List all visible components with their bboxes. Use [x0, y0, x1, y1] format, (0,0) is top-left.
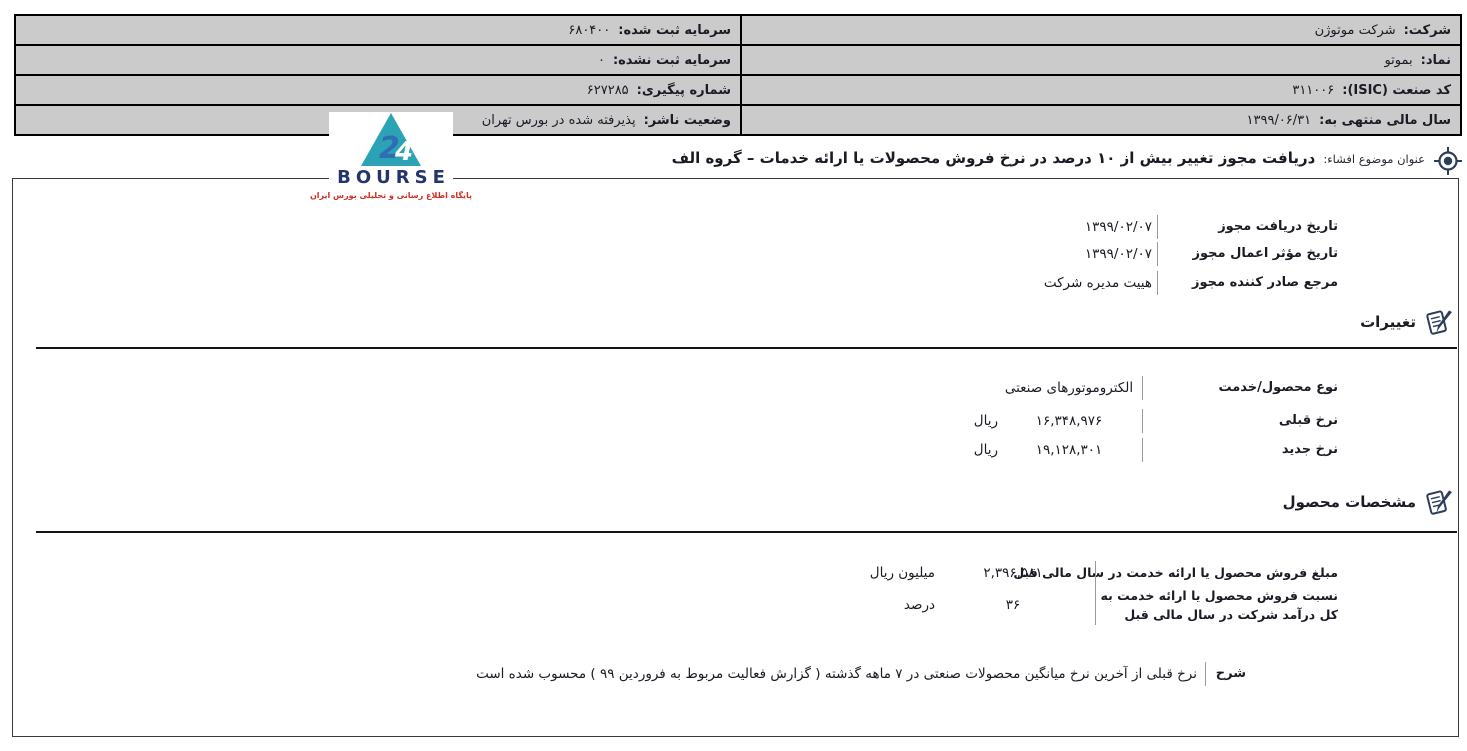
field-label: مرجع صادر کننده مجوز [1192, 274, 1338, 290]
permit-issuer-row: مرجع صادر کننده مجوز هییت مدیره شرکت [982, 271, 1338, 295]
field-divider [1142, 376, 1143, 400]
tracking-number-label: شماره پیگیری: [636, 82, 731, 98]
description-label: شرح [1215, 665, 1246, 681]
sales-ratio-row: نسبت فروش محصول یا ارائه خدمت به کل درآم… [860, 585, 1338, 625]
field-label: مبلغ فروش محصول یا ارائه خدمت در سال مال… [1013, 565, 1338, 581]
section-title: تغییرات [1360, 313, 1416, 331]
fiscal-year-value: ۱۳۹۹/۰۶/۳۱ [1246, 112, 1312, 128]
field-unit: میلیون ریال [869, 565, 935, 581]
logo-number: 4 [394, 137, 413, 167]
table-row: نماد: بموتو سرمایه ثبت نشده: ۰ [14, 44, 1462, 76]
field-divider [1157, 215, 1158, 239]
logo-name: BOURSE [337, 167, 450, 188]
section-changes-header: تغییرات [1360, 307, 1454, 337]
field-label: تاریخ دریافت مجوز [1218, 218, 1338, 234]
registered-capital-value: ۶۸۰۴۰۰ [568, 22, 611, 38]
logo-tagline: پایگاه اطلاع رسانی و تحلیلی بورس ایران [309, 191, 473, 200]
company-value: شرکت موتوژن [1314, 22, 1396, 38]
target-bullet-icon [1434, 147, 1462, 175]
section-title: مشخصات محصول [1282, 493, 1416, 511]
field-value: ۱۹,۱۲۸,۳۰۱ [1035, 441, 1103, 458]
field-divider [1142, 409, 1143, 433]
field-label: نسبت فروش محصول یا ارائه خدمت به کل درآم… [1100, 587, 1339, 622]
bourse24-logo: 2 4 BOURSE پایگاه اطلاع رسانی و تحلیلی ب… [310, 112, 472, 214]
field-value: ۲,۳۹۶,۵۸۱ [983, 564, 1043, 581]
field-unit: ریال [973, 413, 998, 429]
notepad-pencil-icon [1426, 490, 1452, 515]
field-divider [1157, 271, 1158, 295]
registered-capital-cell: سرمایه ثبت شده: ۶۸۰۴۰۰ [14, 14, 742, 46]
disclosure-title-prefix: عنوان موضوع افشاء: [1323, 152, 1425, 166]
new-rate-row: نرخ جدید ۱۹,۱۲۸,۳۰۱ ریال [938, 438, 1338, 462]
unregistered-capital-cell: سرمایه ثبت نشده: ۰ [14, 44, 742, 76]
permit-effective-date-row: تاریخ مؤثر اعمال مجوز ۱۳۹۹/۰۲/۰۷ [982, 242, 1338, 266]
table-row: کد صنعت (ISIC): ۳۱۱۰۰۶ شماره پیگیری: ۶۲۷۲۸… [14, 74, 1462, 106]
issuer-status-label: وضعیت ناشر: [643, 112, 731, 128]
permit-receive-date-row: تاریخ دریافت مجوز ۱۳۹۹/۰۲/۰۷ [982, 215, 1338, 239]
field-value: ۳۶ [1005, 596, 1021, 613]
field-divider [1095, 561, 1096, 585]
issuer-status-value: پذیرفته شده در بورس تهران [481, 112, 636, 128]
field-unit: درصد [903, 597, 935, 613]
isic-value: ۳۱۱۰۰۶ [1292, 82, 1335, 98]
field-value: ۱۳۹۹/۰۲/۰۷ [1084, 245, 1152, 262]
symbol-value: بموتو [1384, 52, 1413, 68]
field-divider [1205, 662, 1206, 686]
registered-capital-label: سرمایه ثبت شده: [618, 22, 731, 38]
field-divider [1142, 438, 1143, 462]
section-rule [36, 531, 1457, 533]
tracking-number-value: ۶۲۷۲۸۵ [586, 82, 629, 98]
symbol-cell: نماد: بموتو [740, 44, 1462, 76]
description-text: نرخ قبلی از آخرین نرخ میانگین محصولات صن… [476, 666, 1197, 682]
field-value: الکتروموتورهای صنعتی [1004, 379, 1134, 396]
company-header-table: شرکت: شرکت موتوژن سرمایه ثبت شده: ۶۸۰۴۰۰ ن… [14, 14, 1462, 136]
field-value: ۱۳۹۹/۰۲/۰۷ [1084, 218, 1152, 235]
isic-label: کد صنعت (ISIC): [1342, 82, 1451, 98]
sales-amount-row: مبلغ فروش محصول یا ارائه خدمت در سال مال… [860, 561, 1338, 585]
field-label: نرخ قبلی [1278, 412, 1338, 428]
field-label: نرخ جدید [1281, 441, 1338, 457]
table-row: شرکت: شرکت موتوژن سرمایه ثبت شده: ۶۸۰۴۰۰ [14, 14, 1462, 46]
fiscal-year-label: سال مالی منتهی به: [1319, 112, 1451, 128]
company-label: شرکت: [1403, 22, 1451, 38]
section-product-header: مشخصات محصول [1283, 487, 1454, 517]
field-value: هییت مدیره شرکت [1043, 274, 1152, 291]
field-divider [1095, 585, 1096, 625]
table-row: سال مالی منتهی به: ۱۳۹۹/۰۶/۳۱ وضعیت ناشر:… [14, 104, 1462, 136]
svg-text:2: 2 [379, 131, 400, 166]
symbol-label: نماد: [1420, 52, 1451, 68]
field-unit: ریال [973, 442, 998, 458]
page-title: دریافت مجوز تغییر بیش از ۱۰ درصد در نرخ … [671, 149, 1316, 167]
notepad-pencil-icon [1426, 310, 1452, 335]
unregistered-capital-label: سرمایه ثبت نشده: [612, 52, 731, 68]
fiscal-year-cell: سال مالی منتهی به: ۱۳۹۹/۰۶/۳۱ [740, 104, 1462, 136]
disclosure-title-row: عنوان موضوع افشاء: دریافت مجوز تغییر بیش… [672, 149, 1425, 167]
tracking-number-cell: شماره پیگیری: ۶۲۷۲۸۵ [14, 74, 742, 106]
field-label: نوع محصول/خدمت [1218, 379, 1338, 395]
section-rule [36, 347, 1457, 349]
isic-cell: کد صنعت (ISIC): ۳۱۱۰۰۶ [740, 74, 1462, 106]
disclosure-body: تاریخ دریافت مجوز ۱۳۹۹/۰۲/۰۷ تاریخ مؤثر … [12, 178, 1459, 737]
bourse24-triangle-icon: 2 4 [361, 113, 421, 167]
field-divider [1157, 242, 1158, 266]
field-value: ۱۶,۳۴۸,۹۷۶ [1035, 412, 1103, 429]
unregistered-capital-value: ۰ [597, 52, 605, 68]
description-row: شرح نرخ قبلی از آخرین نرخ میانگین محصولا… [476, 662, 1246, 686]
company-cell: شرکت: شرکت موتوژن [740, 14, 1462, 46]
product-type-row: نوع محصول/خدمت الکتروموتورهای صنعتی [1001, 376, 1338, 400]
previous-rate-row: نرخ قبلی ۱۶,۳۴۸,۹۷۶ ریال [938, 409, 1338, 433]
field-label: تاریخ مؤثر اعمال مجوز [1192, 245, 1338, 261]
